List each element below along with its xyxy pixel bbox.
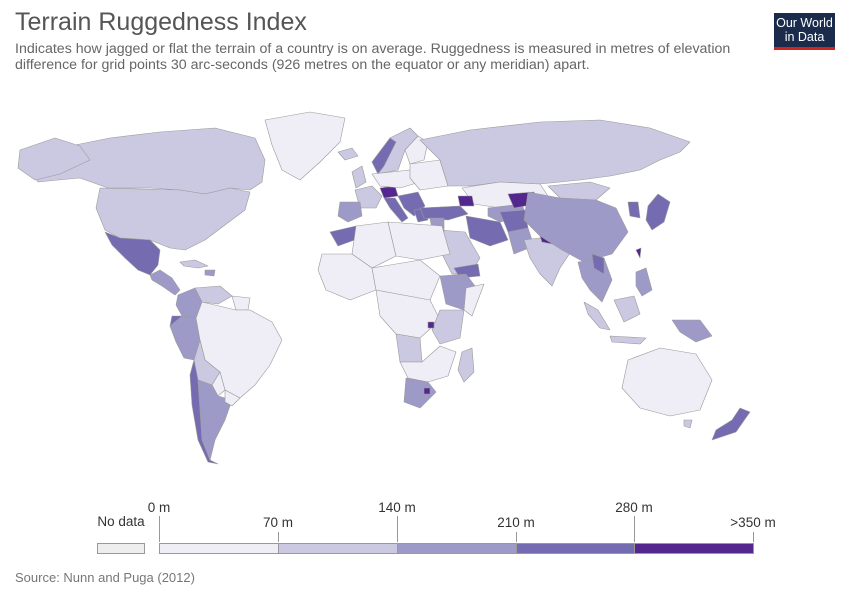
country-indonesia-sumatra: [583, 301, 611, 331]
legend-tick-140: [397, 516, 398, 542]
country-iran: [465, 215, 509, 247]
country-libya-egypt: [387, 221, 451, 261]
country-argentina: [197, 379, 233, 461]
legend-swatch-140-210[interactable]: [397, 543, 517, 554]
owid-logo[interactable]: Our World in Data: [774, 13, 835, 50]
legend-tick-350: [753, 532, 754, 542]
country-indonesia-java: [609, 335, 647, 345]
country-south-africa: [403, 377, 437, 409]
country-eastern-europe: [409, 159, 449, 191]
country-horn: [463, 283, 485, 317]
logo-line-2: in Data: [784, 29, 825, 44]
logo-line-1: Our World: [776, 16, 833, 30]
source-note[interactable]: Source: Nunn and Puga (2012): [15, 570, 195, 585]
country-madagascar: [457, 347, 475, 383]
country-greenland: [264, 111, 346, 181]
country-taiwan: [635, 247, 642, 259]
country-caucasus: [457, 195, 475, 207]
country-venezuela: [194, 285, 233, 305]
country-canada: [29, 127, 266, 195]
legend-label-280: 280 m: [615, 500, 653, 515]
country-china: [523, 191, 629, 263]
country-finland: [404, 135, 429, 165]
legend-label-140: 140 m: [378, 500, 416, 515]
country-peru: [169, 315, 201, 361]
country-lesotho: [423, 387, 431, 395]
country-korea: [627, 201, 641, 219]
legend-tick-70: [278, 532, 279, 542]
legend-no-data-label: No data: [97, 514, 145, 529]
legend-swatch-70-140[interactable]: [278, 543, 398, 554]
country-west-africa: [317, 253, 377, 301]
country-iceland: [337, 147, 359, 161]
legend-tick-210: [516, 532, 517, 542]
legend-swatch-280-350[interactable]: [634, 543, 754, 554]
country-angola: [395, 333, 423, 363]
country-japan: [645, 193, 671, 231]
country-turkey: [419, 205, 469, 221]
legend-no-data-swatch: [97, 543, 145, 554]
legend-swatch-0-70[interactable]: [159, 543, 279, 554]
country-laos: [591, 253, 605, 275]
country-guianas: [231, 295, 251, 311]
country-algeria: [351, 221, 397, 269]
country-uruguay: [224, 389, 241, 407]
legend-tick-0: [159, 516, 160, 542]
country-indonesia-borneo: [613, 295, 641, 323]
legend-label-210: 210 m: [497, 515, 535, 530]
country-usa: [95, 187, 251, 251]
country-central-america: [149, 269, 181, 296]
legend-label-70: 70 m: [262, 515, 294, 530]
country-australia: [621, 347, 713, 417]
country-central-europe: [371, 169, 421, 189]
legend-label-0: 0 m: [147, 500, 171, 515]
legend-label-350: >350 m: [730, 515, 776, 530]
world-map[interactable]: [0, 90, 850, 480]
country-new-guinea: [671, 319, 713, 343]
country-hispaniola: [204, 269, 216, 277]
country-cuba: [179, 259, 209, 269]
legend-tick-280: [634, 516, 635, 542]
country-italy: [383, 197, 409, 223]
country-mexico: [104, 231, 161, 276]
country-rwanda: [427, 321, 435, 329]
country-new-zealand: [711, 407, 751, 441]
country-mongolia: [547, 181, 611, 201]
country-norway: [371, 137, 397, 175]
legend-swatch-210-280[interactable]: [516, 543, 635, 554]
chart-title: Terrain Ruggedness Index: [15, 8, 307, 36]
country-philippines: [635, 267, 653, 297]
country-tasmania: [683, 419, 693, 429]
country-russia: [419, 119, 691, 187]
country-uk: [351, 165, 367, 189]
country-iberia: [337, 201, 363, 223]
chart-subtitle: Indicates how jagged or flat the terrain…: [15, 41, 731, 73]
country-alaska: [17, 137, 91, 181]
